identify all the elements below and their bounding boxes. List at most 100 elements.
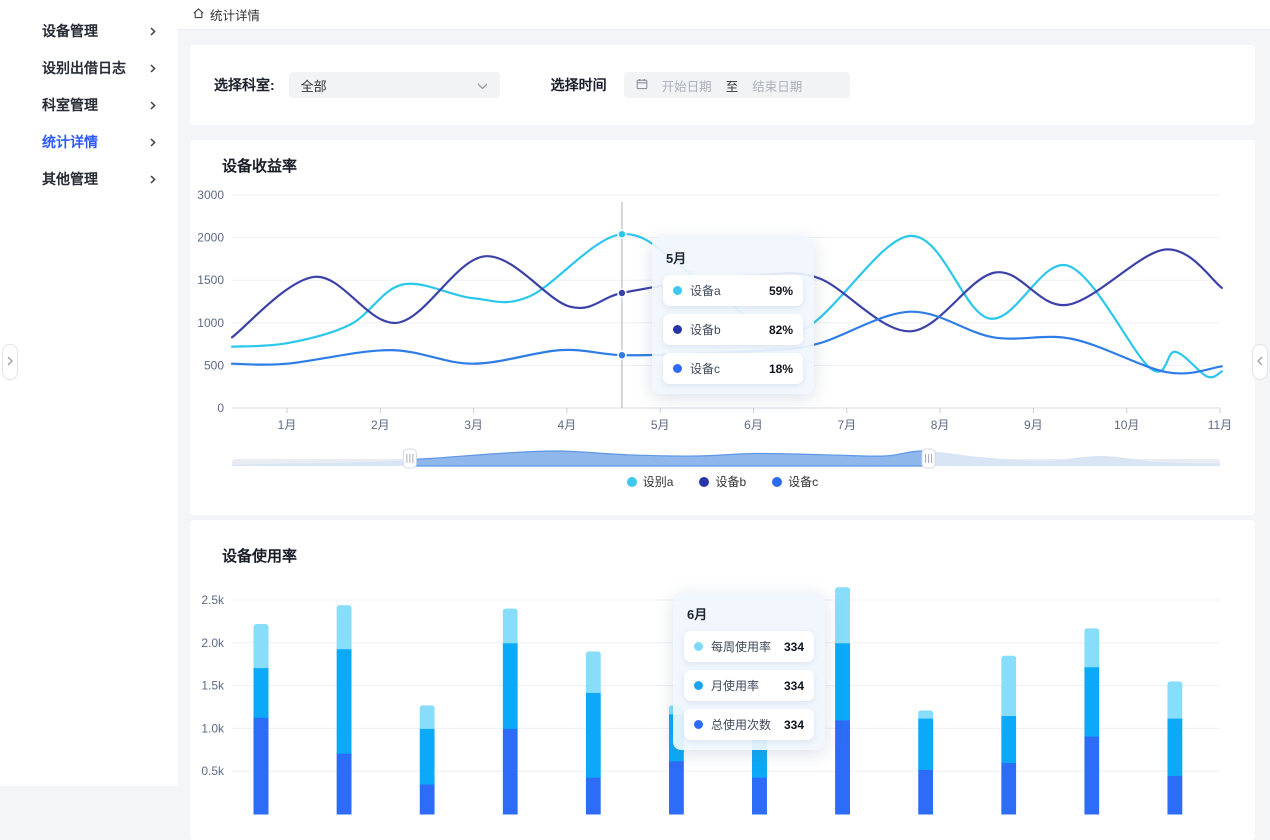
bar-segment-每周使用率 [1001,655,1017,717]
sidebar: 设备管理设别出借日志 科室管理 统计详情 其他管理 [0,0,178,786]
sidebar-menu: 设备管理设别出借日志 科室管理 统计详情 其他管理 [0,0,178,197]
pointer-dot [617,229,627,239]
bar-segment-总使用次数 [502,728,518,815]
pointer-dot [617,350,627,360]
bar-segment-每周使用率 [918,710,934,719]
bar-segment-总使用次数 [668,760,684,815]
legend-item-设别a[interactable]: 设别a [626,473,674,490]
bar-8月[interactable] [835,587,851,815]
sidebar-collapse-button[interactable] [2,344,18,380]
tooltip-series-label: 总使用次数 [711,718,772,732]
sidebar-item-4[interactable]: 其他管理 [0,160,178,197]
legend-label: 设备b [715,475,747,489]
chevron-right-icon [150,23,156,39]
bar-segment-每周使用率 [585,651,601,693]
slider-handle-right[interactable] [921,448,936,469]
chevron-right-icon [7,353,13,371]
bar-segment-总使用次数 [1001,762,1017,815]
y-axis-label: 2.0k [201,636,225,650]
x-axis-label: 5月 [651,418,670,432]
tooltip-series-value: 18% [768,361,793,376]
bar-9月[interactable] [918,710,934,815]
date-end-input[interactable]: 结束日期 [752,79,803,94]
bar-segment-月使用率 [502,642,518,729]
bar-segment-总使用次数 [336,753,352,815]
home-icon [192,7,205,23]
department-select-value: 全部 [300,78,327,94]
bar-segment-总使用次数 [751,777,767,815]
x-axis-label: 10月 [1114,418,1139,432]
tooltip-series-value: 334 [783,678,804,693]
x-axis-label: 2月 [371,418,390,432]
series-dot-icon [694,642,703,651]
bar-11月[interactable] [1084,628,1100,815]
panel-collapse-button[interactable] [1252,344,1268,380]
datazoom-slider[interactable] [232,448,1220,469]
breadcrumb[interactable]: 统计详情 [192,5,260,24]
breadcrumb-label: 统计详情 [210,9,261,23]
topbar: 统计详情 [178,0,1270,30]
y-axis-label: 1500 [197,273,224,287]
bar-4月[interactable] [502,608,518,815]
series-dot-icon [694,681,703,690]
legend-item-设备b[interactable]: 设备b [699,473,746,490]
bar-segment-总使用次数 [1167,775,1183,815]
y-axis-label: 0 [217,401,224,415]
tooltip-series-value: 59% [768,283,793,298]
tooltip-series-value: 82% [768,322,793,337]
tooltip-title: 5月 [666,251,687,266]
bar-segment-总使用次数 [419,784,435,815]
bar-segment-总使用次数 [918,769,934,815]
bar-segment-总使用次数 [1084,736,1100,815]
series-dot-icon [673,325,682,334]
sidebar-item-3[interactable]: 统计详情 [0,123,178,160]
date-separator: 至 [725,79,739,94]
tooltip-series-label: 设备b [690,323,721,337]
department-select[interactable]: 全部 [288,72,500,98]
calendar-icon [636,78,648,93]
x-axis-label: 1月 [278,418,297,432]
sidebar-item-2[interactable]: 科室管理 [0,86,178,123]
filter-panel: 选择科室: 全部 选择时间 开始日期 至 结束日期 [190,45,1255,125]
bar-segment-总使用次数 [835,719,851,815]
bar-segment-每周使用率 [1167,681,1183,719]
bar-segment-每周使用率 [502,608,518,644]
bar-segment-每周使用率 [419,705,435,729]
slider-selected-window[interactable] [232,450,1220,467]
revenue-chart-card: 设备收益率 0 500 1000 1500 2000 3000 1月 2月 3月 4月 5月 6月 7月… [190,140,1255,515]
slider-handle-left[interactable] [402,448,417,469]
legend-item-设备c[interactable]: 设备c [772,473,818,490]
date-start-input[interactable]: 开始日期 [661,79,712,94]
tooltip-row: 总使用次数 334 [684,709,814,740]
y-axis-label: 2.5k [201,593,225,607]
sidebar-item-0[interactable]: 设备管理 [0,12,178,49]
legend-dot-icon [772,476,783,487]
sidebar-item-1[interactable]: 设别出借日志 [0,49,178,86]
time-label: 选择时间 [550,77,607,93]
legend-label: 设别a [642,475,674,489]
legend-dot-icon [626,476,637,487]
x-axis-label: 7月 [837,418,856,432]
tooltip-series-label: 每周使用率 [711,640,772,654]
y-axis-label: 1.5k [201,679,225,693]
series-dot-icon [673,286,682,295]
usage-chart-card: 设备使用率 0.5k 1.0k 1.5k 2.0k 2.5k 6月 每周使用率 334 月使… [190,520,1255,840]
bar-segment-每周使用率 [1084,628,1100,668]
x-axis-label: 8月 [931,418,950,432]
bar-12月[interactable] [1167,681,1183,815]
bar-5月[interactable] [585,651,601,815]
tooltip-series-label: 设备c [690,362,721,376]
bar-segment-总使用次数 [253,717,269,815]
x-axis-label: 3月 [464,418,483,432]
bar-segment-月使用率 [336,648,352,754]
date-range-picker[interactable]: 开始日期 至 结束日期 [623,72,850,98]
usage-chart-title: 设备使用率 [222,548,298,565]
bar-10月[interactable] [1001,655,1017,815]
bar-3月[interactable] [419,705,435,815]
revenue-chart-title: 设备收益率 [222,158,298,175]
tooltip-title: 6月 [687,607,708,622]
y-axis-label: 500 [204,358,224,372]
bar-2月[interactable] [336,605,352,815]
sidebar-item-label: 设备管理 [42,22,98,39]
tooltip-row: 月使用率 334 [684,670,814,701]
